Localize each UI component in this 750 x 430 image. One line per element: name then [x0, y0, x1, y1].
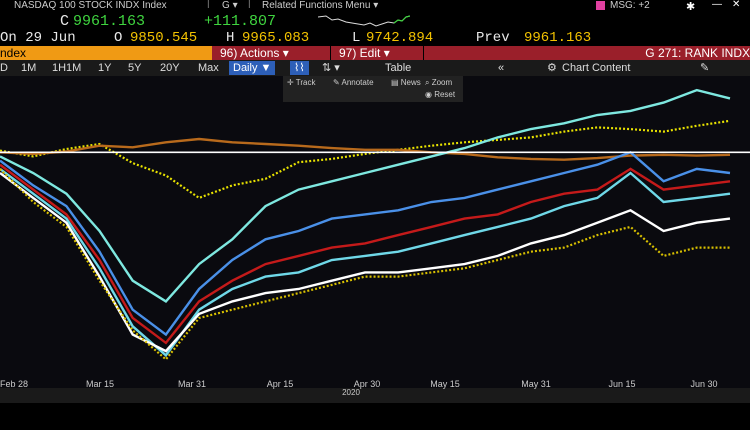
open-label: O	[114, 30, 123, 46]
chevron-down-icon: ▾	[232, 0, 238, 11]
chart-content-button[interactable]: Chart Content	[562, 62, 631, 74]
period-20y[interactable]: 20Y	[160, 62, 180, 74]
x-axis-band	[0, 388, 750, 403]
performance-chart[interactable]: Feb 28 Mar 15 Mar 31 Apr 15 Apr 30 May 15 May …	[0, 76, 750, 403]
table-button[interactable]: Table	[385, 62, 412, 74]
series-line-1	[0, 119, 731, 200]
chart-tools-menu: ✛ Track ✎ Annotate ▤ News ⌕ Zoom ◉ Reset	[283, 76, 463, 102]
track-tool[interactable]: ✛ Track	[287, 78, 316, 87]
low-label: L	[352, 30, 361, 46]
frequency-label: Daily	[233, 62, 258, 74]
dots-icon[interactable]: ✱	[686, 1, 696, 12]
related-functions-label: Related Functions Menu	[262, 0, 371, 11]
frequency-dropdown[interactable]: Daily ▼	[229, 61, 276, 75]
action-bar: ndex 96) Actions ▾ 97) Edit ▾ G 271: RAN…	[0, 46, 750, 60]
actions-label: 96) Actions	[220, 46, 280, 60]
net-change: +111.807	[204, 13, 277, 30]
x-tick-label: Feb 28	[0, 379, 28, 389]
x-tick-label: Mar 31	[178, 379, 206, 389]
track-label: Track	[295, 78, 316, 87]
high-price: 9965.083	[242, 30, 310, 46]
last-price-label: C	[60, 13, 70, 30]
period-5y[interactable]: 5Y	[128, 62, 142, 74]
mail-icon[interactable]	[596, 1, 605, 10]
actions-menu[interactable]: 96) Actions ▾	[212, 46, 330, 60]
news-label: News	[400, 78, 421, 87]
msg-count[interactable]: MSG: +2	[610, 0, 650, 11]
g-dropdown[interactable]: G ▾	[222, 0, 238, 11]
index-menu-label: ndex	[0, 46, 27, 60]
divider: |	[207, 0, 210, 9]
security-title[interactable]: NASDAQ 100 STOCK INDX Index	[14, 0, 167, 11]
index-menu[interactable]: ndex	[0, 46, 212, 60]
period-1m[interactable]: 1M	[21, 62, 37, 74]
series-line-4	[0, 150, 731, 337]
period-d[interactable]: D	[0, 62, 8, 74]
x-tick-label: Apr 30	[354, 379, 381, 389]
line-chart-icon[interactable]: ⌇⌇	[290, 61, 309, 75]
period-1h1m[interactable]: 1H1M	[52, 62, 82, 74]
sparkline-icon	[318, 15, 410, 27]
series-line-5	[0, 163, 731, 345]
chevron-down-icon: ▾	[282, 46, 289, 60]
x-tick-label: May 15	[430, 379, 460, 389]
x-axis-year: 2020	[342, 388, 360, 397]
series-line-2	[0, 137, 731, 161]
graph-name: G 271: RANK INDX	[424, 46, 750, 60]
high-label: H	[226, 30, 235, 46]
settings-icon[interactable]: ⚙	[547, 62, 557, 74]
chart-type-dropdown-icon[interactable]: ⇅ ▾	[322, 62, 340, 74]
close-icon[interactable]: ✕	[732, 0, 741, 10]
prev-label: Prev	[476, 30, 510, 46]
edit-icon[interactable]: ✎	[700, 62, 710, 74]
collapse-icon[interactable]: «	[498, 62, 505, 74]
ohlc-line: On 29 Jun O 9850.545 H 9965.083 L 9742.8…	[0, 30, 750, 46]
x-tick-label: Jun 15	[608, 379, 635, 389]
chart-background	[0, 76, 750, 403]
period-max[interactable]: Max	[198, 62, 219, 74]
zoom-label: Zoom	[431, 78, 453, 87]
period-1y[interactable]: 1Y	[98, 62, 112, 74]
reset-tool[interactable]: ◉ Reset	[425, 90, 456, 99]
prev-price: 9961.163	[524, 30, 592, 46]
x-tick-label: Jun 30	[690, 379, 717, 389]
annotate-label: Annotate	[341, 78, 374, 87]
divider: |	[248, 0, 251, 9]
footer-bar	[0, 420, 750, 430]
edit-label: 97) Edit	[339, 46, 381, 60]
chevron-down-icon: ▾	[383, 46, 390, 60]
title-bar: NASDAQ 100 STOCK INDX Index | G ▾ | Rela…	[0, 0, 750, 12]
quote-line: C 9961.163 +111.807	[0, 12, 750, 30]
chevron-down-icon: ▾	[373, 0, 379, 11]
news-tool[interactable]: ▤ News	[391, 78, 421, 87]
last-price: 9961.163	[73, 13, 146, 30]
minimize-icon[interactable]: —	[712, 0, 722, 10]
graph-name-label: G 271: RANK INDX	[645, 46, 750, 60]
x-tick-label: Mar 15	[86, 379, 114, 389]
reset-label: Reset	[434, 90, 456, 99]
series-line-8	[0, 168, 730, 361]
related-functions-menu[interactable]: Related Functions Menu ▾	[262, 0, 378, 11]
quote-date: On 29 Jun	[0, 30, 76, 46]
series-group	[0, 88, 731, 361]
annotate-tool[interactable]: ✎ Annotate	[333, 78, 374, 87]
chevron-down-icon: ▼	[260, 62, 272, 74]
chart-toolbar: D 1M 1H1M 1Y 5Y 20Y Max Daily ▼ ⌇⌇ ⇅ ▾ T…	[0, 60, 750, 76]
zoom-tool[interactable]: ⌕ Zoom	[425, 78, 453, 87]
series-line-3	[0, 88, 731, 303]
g-dropdown-label: G	[222, 0, 230, 11]
x-tick-label: May 31	[521, 379, 551, 389]
low-price: 9742.894	[366, 30, 434, 46]
x-axis: Feb 28 Mar 15 Mar 31 Apr 15 Apr 30 May 15 May …	[0, 379, 718, 389]
series-line-6	[0, 167, 731, 358]
open-price: 9850.545	[130, 30, 198, 46]
x-tick-label: Apr 15	[267, 379, 294, 389]
edit-menu[interactable]: 97) Edit ▾	[331, 46, 423, 60]
